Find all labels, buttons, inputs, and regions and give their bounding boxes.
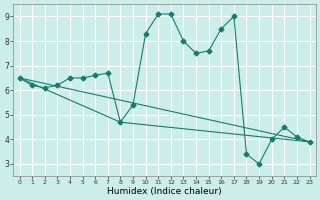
X-axis label: Humidex (Indice chaleur): Humidex (Indice chaleur) [107, 187, 222, 196]
